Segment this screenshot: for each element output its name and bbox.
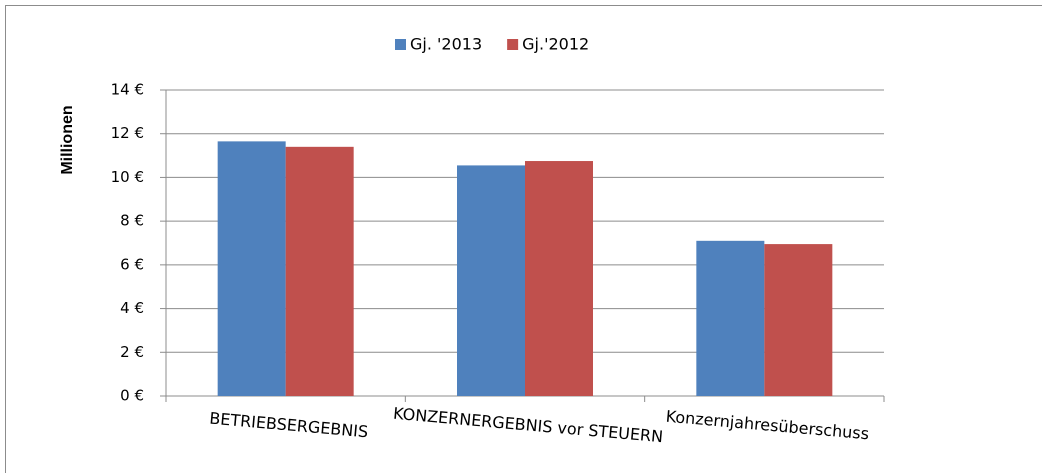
legend-swatch — [507, 39, 519, 50]
bar — [525, 161, 593, 396]
y-tick-label: 4 € — [120, 299, 144, 317]
bar — [285, 146, 354, 396]
y-tick-label: 2 € — [120, 343, 144, 361]
legend-swatch — [395, 39, 406, 50]
bar — [217, 141, 286, 396]
bar — [457, 165, 525, 396]
y-tick-label: 12 € — [111, 124, 144, 142]
y-tick-label: 8 € — [120, 212, 144, 230]
y-tick-label: 6 € — [120, 255, 144, 273]
y-tick-label: 14 € — [111, 81, 144, 99]
legend-label: Gj.'2012 — [522, 35, 589, 54]
y-tick-label: 0 € — [120, 387, 144, 405]
y-axis-title: Millionen — [59, 105, 76, 174]
bar — [696, 240, 765, 396]
y-tick-label: 10 € — [111, 168, 144, 186]
legend-label: Gj. '2013 — [410, 35, 482, 54]
bar — [764, 244, 833, 396]
